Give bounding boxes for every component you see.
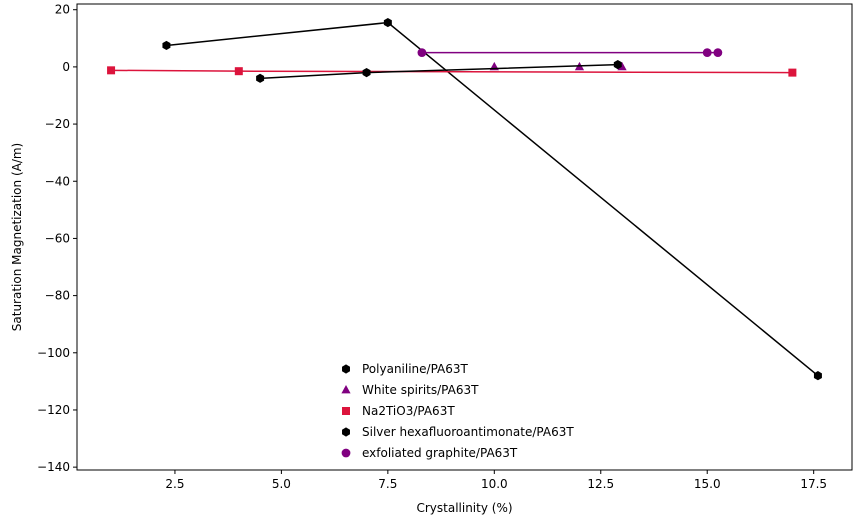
y-axis-ticks: 20 0 −20 −40 −60 −80 −100 −120 −140 — [37, 3, 77, 474]
data-point — [256, 73, 265, 83]
y-tick-label: −80 — [45, 289, 70, 303]
series-1 — [162, 17, 822, 381]
data-point — [107, 66, 116, 75]
x-tick-label: 17.5 — [800, 477, 827, 491]
x-axis-label: Crystallinity (%) — [416, 501, 512, 515]
legend-marker — [342, 364, 350, 374]
data-point — [234, 67, 243, 76]
y-tick-label: −20 — [45, 117, 70, 131]
x-tick-label: 2.5 — [165, 477, 184, 491]
series-layer — [107, 17, 822, 381]
x-tick-label: 15.0 — [694, 477, 721, 491]
legend-label: Silver hexafluoroantimonate/PA63T — [362, 425, 574, 439]
y-tick-label: 0 — [62, 60, 70, 74]
legend-marker — [342, 427, 350, 437]
legend-marker — [341, 385, 351, 394]
legend-marker — [341, 448, 351, 458]
legend-label: Polyaniline/PA63T — [362, 362, 469, 376]
data-point — [702, 48, 712, 58]
y-axis-label: Saturation Magnetization (A/m) — [10, 143, 24, 331]
legend-label: White spirits/PA63T — [362, 383, 479, 397]
data-point — [713, 48, 723, 58]
data-point — [813, 371, 822, 381]
plot-background — [77, 4, 852, 470]
data-point — [617, 61, 627, 71]
y-tick-label: −120 — [37, 403, 70, 417]
series-5 — [417, 48, 723, 58]
legend: Polyaniline/PA63T White spirits/PA63T Na2T… — [341, 362, 574, 460]
y-tick-label: 20 — [55, 3, 70, 17]
data-point — [383, 17, 392, 28]
y-tick-label: −100 — [37, 346, 70, 360]
series-3 — [107, 66, 797, 77]
y-tick-label: −60 — [45, 231, 70, 245]
plot-frame — [76, 3, 853, 471]
y-tick-label: −40 — [45, 174, 70, 188]
data-point — [162, 40, 171, 51]
x-tick-label: 7.5 — [378, 477, 397, 491]
data-point — [417, 48, 427, 58]
series-4 — [256, 60, 622, 83]
legend-label: exfoliated graphite/PA63T — [362, 446, 518, 460]
legend-label: Na2TiO3/PA63T — [362, 404, 455, 418]
data-point — [788, 68, 797, 77]
x-tick-label: 10.0 — [481, 477, 508, 491]
y-tick-label: −140 — [37, 460, 70, 474]
legend-marker — [342, 407, 350, 415]
x-tick-label: 5.0 — [272, 477, 291, 491]
data-point — [613, 60, 622, 70]
x-axis-ticks: 2.5 5.0 7.5 10.0 12.5 15.0 17.5 — [165, 470, 827, 491]
x-tick-label: 12.5 — [587, 477, 614, 491]
data-point — [362, 68, 371, 78]
